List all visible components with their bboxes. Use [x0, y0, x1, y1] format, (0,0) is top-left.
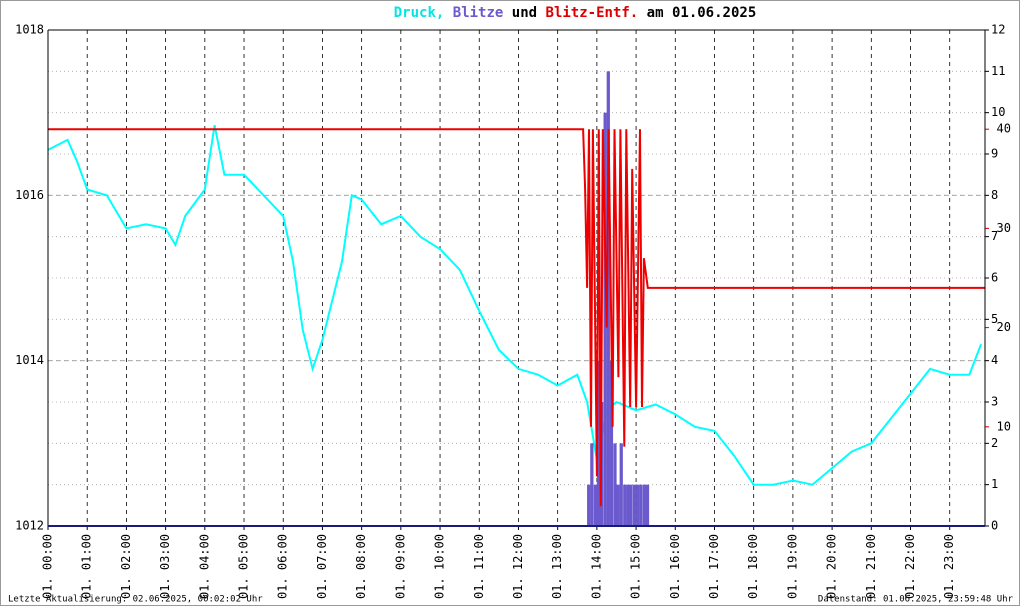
x-tick-label: 01. 19:00: [785, 534, 799, 599]
x-tick-label: 01. 12:00: [511, 534, 525, 599]
bar: [603, 112, 607, 527]
bar: [619, 443, 623, 526]
y2-tick-label: 0: [991, 519, 998, 533]
y3-tick-label: 20: [997, 320, 1011, 334]
x-tick-label: 01. 13:00: [550, 534, 564, 599]
bar: [590, 443, 594, 526]
x-tick-label: 01. 10:00: [433, 534, 447, 599]
y2-tick-label: 7: [991, 229, 998, 243]
title-part: Blitz-Entf.: [546, 5, 639, 21]
bar: [587, 484, 591, 526]
x-tick-label: 01. 00:00: [41, 534, 55, 599]
y2-tick-label: 2: [991, 436, 998, 450]
x-tick-label: 01. 23:00: [942, 534, 956, 599]
y2-tick-label: 8: [991, 188, 998, 202]
bar: [639, 484, 643, 526]
x-tick-label: 01. 11:00: [472, 534, 486, 599]
y-tick-label: 1012: [15, 519, 44, 533]
y2-tick-label: 4: [991, 353, 998, 367]
title-part: am 01.06.2025: [647, 5, 757, 21]
bar: [645, 484, 650, 526]
x-tick-label: 01. 01:00: [80, 534, 94, 599]
y3-tick-label: 40: [997, 122, 1011, 136]
x-tick-label: 01. 22:00: [903, 534, 917, 599]
y2-tick-label: 10: [991, 105, 1005, 119]
bar: [613, 443, 617, 526]
y3-tick-label: 30: [997, 221, 1011, 235]
bar: [609, 360, 614, 526]
x-tick-label: 01. 16:00: [668, 534, 682, 599]
bar: [636, 484, 640, 526]
footer-right: Datenstand: 01.06.2025, 23:59:48 Uhr: [818, 595, 1014, 605]
x-tick-label: 01. 15:00: [629, 534, 643, 599]
y2-tick-label: 5: [991, 312, 998, 326]
x-tick-label: 01. 18:00: [746, 534, 760, 599]
chart-title: Druck, Blitze und Blitz-Entf. am 01.06.2…: [394, 5, 757, 21]
x-tick-label: 01. 06:00: [276, 534, 290, 599]
x-tick-label: 01. 02:00: [119, 534, 133, 599]
bar: [606, 71, 610, 526]
x-tick-label: 01. 08:00: [354, 534, 368, 599]
title-part: und: [512, 5, 537, 21]
x-tick-label: 01. 20:00: [825, 534, 839, 599]
y-tick-label: 1018: [15, 23, 44, 37]
y2-tick-label: 3: [991, 395, 998, 409]
x-tick-label: 01. 05:00: [237, 534, 251, 599]
footer-left: Letzte Aktualisierung: 02.06.2025, 00:02…: [8, 595, 263, 605]
title-part: Druck,: [394, 5, 445, 21]
bar: [596, 360, 601, 526]
y2-tick-label: 9: [991, 147, 998, 161]
y2-tick-label: 12: [991, 23, 1005, 37]
bar: [632, 484, 637, 526]
x-tick-label: 01. 04:00: [197, 534, 211, 599]
bar: [623, 484, 627, 526]
x-tick-label: 01. 09:00: [393, 534, 407, 599]
x-tick-label: 01. 21:00: [864, 534, 878, 599]
bar: [593, 484, 597, 526]
y-tick-label: 1014: [15, 353, 44, 367]
x-tick-label: 01. 07:00: [315, 534, 329, 599]
x-tick-label: 01. 03:00: [158, 534, 172, 599]
y3-tick-label: 10: [997, 419, 1011, 433]
line: [47, 124, 983, 486]
bar: [642, 484, 647, 526]
y2-tick-label: 6: [991, 271, 998, 285]
y2-tick-label: 11: [991, 64, 1005, 78]
x-tick-label: 01. 17:00: [707, 534, 721, 599]
bar: [629, 484, 633, 526]
title-part: Blitze: [453, 5, 504, 21]
y-tick-label: 1016: [15, 188, 44, 202]
bar: [626, 484, 630, 526]
y2-tick-label: 1: [991, 477, 998, 491]
line: [48, 128, 985, 507]
x-tick-label: 01. 14:00: [589, 534, 603, 599]
bar: [616, 484, 620, 526]
